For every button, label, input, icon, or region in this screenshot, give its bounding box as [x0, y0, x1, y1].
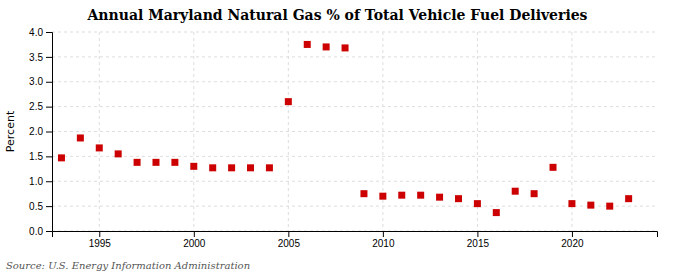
- grid-line: [52, 32, 657, 33]
- point: [247, 164, 254, 171]
- point: [266, 164, 273, 171]
- y-axis-title: Percent: [4, 110, 17, 152]
- tick-label: 0.0: [29, 226, 43, 237]
- point: [398, 192, 405, 199]
- point: [304, 41, 311, 48]
- point: [228, 164, 235, 171]
- tick-mark: [46, 231, 52, 232]
- grid-line: [382, 32, 383, 231]
- point: [379, 193, 386, 200]
- grid-line: [52, 206, 657, 207]
- plot: 1995 2000 2005 2010 2015 2020 0.0 0.5 1.0 1.5 2.0 2…: [29, 27, 657, 249]
- point: [285, 98, 292, 105]
- grid-line: [52, 106, 657, 107]
- tick-label: 1.0: [29, 176, 43, 187]
- tick-mark: [572, 231, 573, 237]
- grid-line: [52, 56, 657, 57]
- tick-mark: [46, 132, 52, 133]
- tick-label: 2.0: [29, 126, 43, 137]
- point: [568, 200, 575, 207]
- grid-line: [52, 156, 657, 157]
- points: [58, 41, 632, 216]
- point: [323, 43, 330, 50]
- title: Annual Maryland Natural Gas % of Total V…: [87, 7, 588, 23]
- grid-line: [52, 131, 657, 132]
- point: [115, 150, 122, 157]
- axis-line: [46, 33, 53, 232]
- tick-mark: [99, 231, 100, 237]
- point: [436, 194, 443, 201]
- tick-mark: [46, 181, 52, 182]
- point: [587, 202, 594, 209]
- tick-label: 2005: [278, 238, 301, 249]
- point: [531, 190, 538, 197]
- tick-label: 1995: [89, 238, 112, 249]
- tick-mark: [288, 231, 289, 237]
- tick: 2.0: [29, 126, 52, 137]
- point: [550, 164, 557, 171]
- grid-line: [99, 32, 100, 231]
- chart: 1995 2000 2005 2010 2015 2020 0.0 0.5 1.0 1.5 2.0 2…: [0, 0, 675, 275]
- tick-label: 4.0: [29, 27, 43, 38]
- point: [171, 159, 178, 166]
- tick-mark: [46, 206, 52, 207]
- tick: 3.5: [29, 52, 52, 63]
- tick-mark: [46, 32, 52, 33]
- point: [625, 195, 632, 202]
- tick: 2015: [467, 231, 490, 249]
- tick-label: 2000: [183, 238, 206, 249]
- tick: 1995: [89, 231, 112, 249]
- point: [96, 144, 103, 151]
- point: [58, 154, 65, 161]
- point: [512, 188, 519, 195]
- grid: [52, 32, 657, 231]
- y-axis: 0.0 0.5 1.0 1.5 2.0 2.5 3.0 3.5 4.0: [29, 27, 52, 237]
- point: [360, 190, 367, 197]
- tick: 2000: [183, 231, 206, 249]
- tick-mark: [46, 82, 52, 83]
- point: [342, 44, 349, 51]
- point: [474, 200, 481, 207]
- x-axis: 1995 2000 2005 2010 2015 2020: [53, 231, 658, 249]
- axis-line: [53, 232, 658, 238]
- tick: 2005: [278, 231, 301, 249]
- tick: 1.5: [29, 151, 52, 162]
- point: [152, 159, 159, 166]
- grid-line: [288, 32, 289, 231]
- tick-label: 2010: [372, 238, 395, 249]
- point: [493, 209, 500, 216]
- point: [77, 134, 84, 141]
- tick-mark: [46, 156, 52, 157]
- tick-mark: [46, 57, 52, 58]
- tick-label: 3.5: [29, 52, 43, 63]
- tick: 0.0: [29, 226, 52, 237]
- point: [209, 164, 216, 171]
- tick-label: 3.0: [29, 76, 43, 87]
- point: [134, 159, 141, 166]
- tick-label: 2020: [561, 238, 584, 249]
- tick: 3.0: [29, 76, 52, 87]
- tick: 2010: [372, 231, 395, 249]
- tick: 0.5: [29, 201, 52, 212]
- point: [606, 203, 613, 210]
- tick-label: 0.5: [29, 201, 43, 212]
- point: [417, 192, 424, 199]
- point: [190, 163, 197, 170]
- tick-label: 2.5: [29, 101, 43, 112]
- tick-mark: [194, 231, 195, 237]
- tick-mark: [46, 107, 52, 108]
- annotation: Source: U.S. Energy Information Administ…: [6, 260, 250, 271]
- tick-label: 1.5: [29, 151, 43, 162]
- grid-line: [52, 181, 657, 182]
- grid-line: [52, 81, 657, 82]
- point: [455, 195, 462, 202]
- tick-label: 2015: [467, 238, 490, 249]
- tick-mark: [477, 231, 478, 237]
- tick-mark: [383, 231, 384, 237]
- tick: 2020: [561, 231, 584, 249]
- tick: 2.5: [29, 101, 52, 112]
- tick: 4.0: [29, 27, 52, 38]
- tick: 1.0: [29, 176, 52, 187]
- grid-line: [193, 32, 194, 231]
